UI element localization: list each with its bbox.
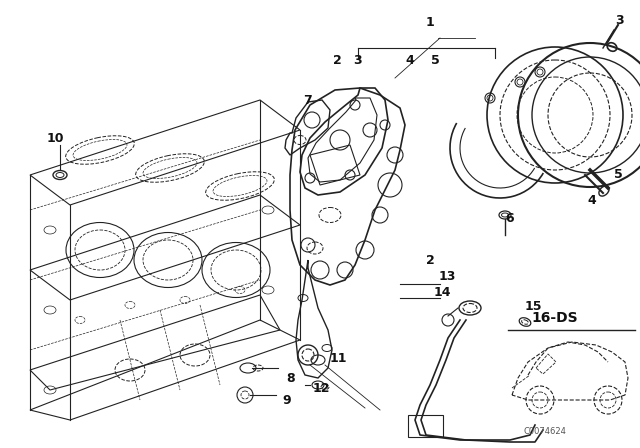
Text: 3: 3 — [616, 13, 624, 26]
Text: C0074624: C0074624 — [524, 427, 566, 436]
Text: 2: 2 — [333, 53, 341, 66]
Text: 3: 3 — [353, 53, 362, 66]
Text: 15: 15 — [524, 300, 541, 313]
Text: 11: 11 — [330, 352, 348, 365]
Text: 10: 10 — [46, 132, 64, 145]
Text: 5: 5 — [431, 53, 440, 66]
Text: 8: 8 — [286, 371, 294, 384]
Text: 13: 13 — [438, 270, 456, 283]
Text: 5: 5 — [614, 168, 622, 181]
Text: 12: 12 — [313, 382, 330, 395]
Text: 4: 4 — [588, 194, 596, 207]
Text: 9: 9 — [282, 393, 291, 406]
Text: 7: 7 — [303, 94, 312, 107]
Text: 16-DS: 16-DS — [532, 311, 579, 325]
Text: 2: 2 — [426, 254, 435, 267]
Text: 1: 1 — [426, 16, 435, 29]
Text: 4: 4 — [406, 53, 414, 66]
Bar — [408, 415, 443, 437]
Text: 14: 14 — [433, 285, 451, 298]
Text: 6: 6 — [506, 211, 515, 224]
